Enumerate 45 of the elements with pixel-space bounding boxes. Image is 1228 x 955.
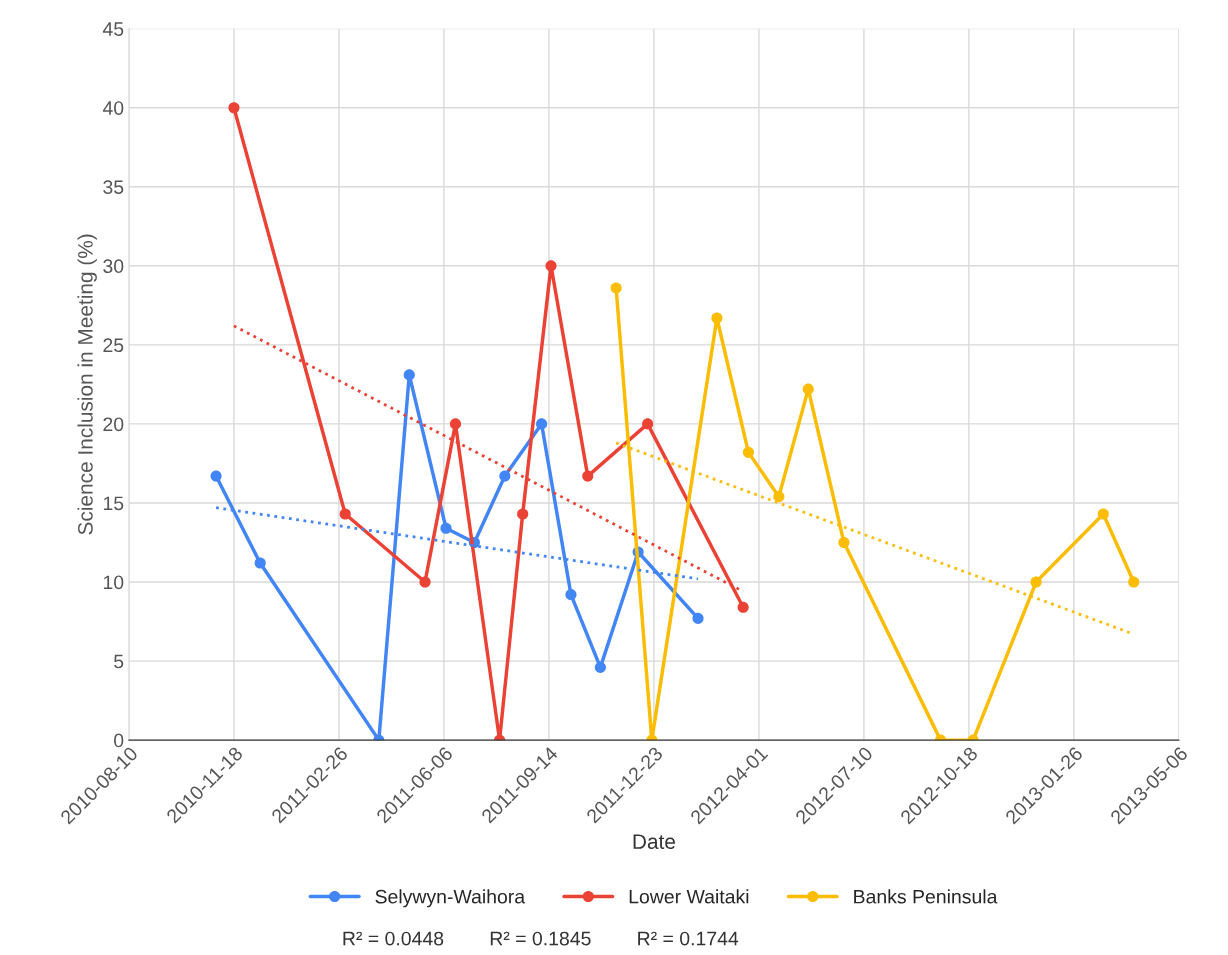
point xyxy=(228,102,240,114)
point xyxy=(499,470,511,482)
y-tick-label: 10 xyxy=(103,575,124,590)
y-axis-title: Science Inclusion in Meeting (%) xyxy=(77,234,97,535)
point xyxy=(210,470,222,482)
point xyxy=(642,418,654,430)
point xyxy=(565,589,577,601)
y-tick-label: 45 xyxy=(102,22,124,36)
point xyxy=(737,601,749,613)
y-tick-label: 20 xyxy=(103,417,124,432)
y-tick-label: 30 xyxy=(103,259,124,274)
y-tick-label: 35 xyxy=(103,180,124,194)
y-tick-label: 40 xyxy=(102,101,124,115)
point xyxy=(594,661,606,673)
point xyxy=(742,446,754,458)
y-tick-label: 25 xyxy=(103,338,124,353)
y-tick-label: 0 xyxy=(114,733,124,748)
text: R² = 0.1845 xyxy=(490,931,591,946)
point xyxy=(582,470,594,482)
point xyxy=(419,576,431,588)
point xyxy=(692,612,704,624)
point xyxy=(1128,576,1140,588)
point xyxy=(545,260,557,272)
point xyxy=(610,282,622,294)
point xyxy=(773,491,785,503)
x-axis-title: Date xyxy=(633,834,675,849)
point xyxy=(440,522,452,534)
point xyxy=(254,557,266,569)
point xyxy=(711,312,723,324)
point xyxy=(403,369,415,381)
point xyxy=(517,508,529,520)
point xyxy=(339,508,351,520)
point xyxy=(449,418,462,430)
legend-label: Banks Peninsula xyxy=(854,889,998,904)
point xyxy=(1030,576,1042,588)
legend-label: Selywyn-Waihora xyxy=(375,889,526,908)
y-tick-label: 15 xyxy=(103,496,124,511)
y-tick-label: 5 xyxy=(114,654,124,669)
legend-label: Lower Waitaki xyxy=(629,889,749,904)
text: R² = 0.1744 xyxy=(638,931,739,946)
text: R² = 0.0448 xyxy=(343,931,444,946)
point xyxy=(802,383,814,395)
point xyxy=(1097,508,1109,520)
point xyxy=(536,418,548,430)
point xyxy=(838,536,850,549)
